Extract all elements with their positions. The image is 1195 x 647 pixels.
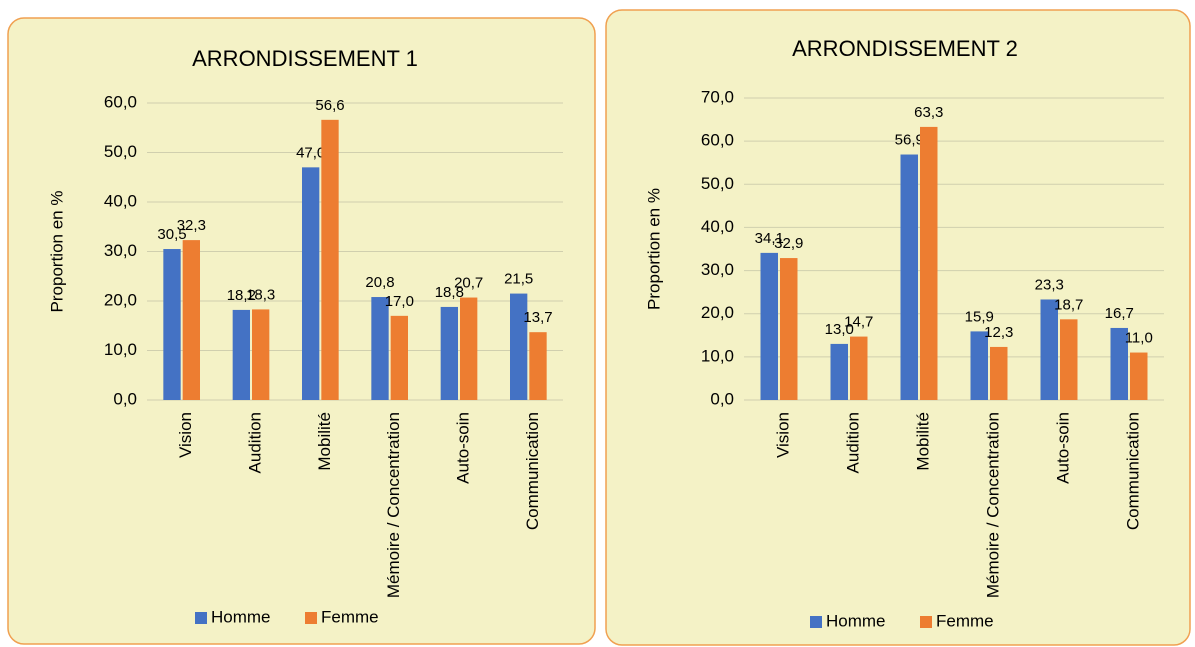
data-label: 47,0 — [296, 144, 325, 161]
x-tick-label: Mobilité — [913, 412, 932, 471]
y-axis-label: Proportion en % — [47, 191, 66, 313]
legend-label: Femme — [936, 611, 994, 630]
data-label: 32,9 — [774, 235, 803, 252]
legend-label: Homme — [211, 607, 271, 626]
y-tick-label: 20,0 — [701, 303, 734, 322]
chart-title: ARRONDISSEMENT 2 — [792, 36, 1018, 61]
y-tick-label: 50,0 — [104, 142, 137, 161]
data-label: 56,9 — [895, 131, 924, 148]
x-tick-label: Vision — [176, 412, 195, 458]
y-tick-label: 20,0 — [104, 290, 137, 309]
bar — [760, 252, 778, 400]
legend-label: Homme — [826, 611, 886, 630]
data-label: 13,0 — [825, 321, 854, 338]
bar — [252, 309, 270, 400]
bar — [920, 126, 938, 401]
bar — [830, 343, 848, 400]
data-label: 18,8 — [435, 284, 464, 301]
x-tick-label: Vision — [773, 412, 792, 458]
x-tick-label: Auto-soin — [453, 412, 472, 484]
bar — [990, 346, 1008, 400]
y-tick-label: 70,0 — [701, 87, 734, 106]
bar — [321, 119, 339, 400]
data-label: 30,5 — [157, 226, 186, 243]
bar — [302, 167, 320, 400]
data-label: 20,7 — [454, 275, 483, 292]
panel — [7, 17, 596, 645]
data-label: 18,3 — [246, 286, 275, 303]
bar — [390, 315, 408, 400]
bar — [182, 240, 200, 400]
data-label: 11,0 — [1125, 330, 1153, 347]
legend-swatch — [920, 616, 932, 628]
y-tick-label: 10,0 — [104, 340, 137, 359]
y-axis-label: Proportion en % — [644, 188, 663, 310]
chart-title: ARRONDISSEMENT 1 — [192, 46, 418, 71]
bar — [780, 258, 798, 400]
bar — [970, 331, 988, 400]
y-tick-label: 0,0 — [710, 389, 734, 408]
data-label: 14,7 — [844, 314, 873, 331]
bar — [232, 309, 250, 400]
data-label: 21,5 — [504, 271, 533, 288]
data-label: 13,7 — [523, 309, 552, 326]
bar — [529, 332, 547, 400]
x-tick-label: Mémoire / Concentration — [983, 412, 1002, 598]
bar — [1060, 319, 1078, 400]
data-label: 32,3 — [177, 217, 206, 234]
y-tick-label: 30,0 — [104, 241, 137, 260]
x-tick-label: Communication — [523, 412, 542, 530]
data-label: 17,0 — [385, 293, 414, 310]
bar — [371, 297, 389, 400]
y-tick-label: 60,0 — [701, 131, 734, 150]
bar — [163, 249, 181, 400]
legend-swatch — [195, 612, 207, 624]
x-tick-label: Auto-soin — [1053, 412, 1072, 484]
y-tick-label: 10,0 — [701, 346, 734, 365]
bar — [460, 297, 478, 400]
data-label: 34,1 — [755, 230, 784, 247]
legend-label: Femme — [321, 607, 379, 626]
y-tick-label: 40,0 — [701, 217, 734, 236]
x-tick-label: Communication — [1123, 412, 1142, 530]
data-label: 18,7 — [1054, 296, 1083, 313]
y-tick-label: 0,0 — [113, 389, 137, 408]
y-tick-label: 40,0 — [104, 191, 137, 210]
bar — [900, 154, 918, 400]
x-tick-label: Audition — [245, 412, 264, 473]
data-label: 20,8 — [365, 274, 394, 291]
bar — [440, 306, 458, 400]
bar — [510, 293, 528, 400]
legend-swatch — [305, 612, 317, 624]
y-tick-label: 50,0 — [701, 174, 734, 193]
x-tick-label: Audition — [843, 412, 862, 473]
bar — [1130, 352, 1148, 400]
legend-swatch — [810, 616, 822, 628]
x-tick-label: Mémoire / Concentration — [384, 412, 403, 598]
data-label: 63,3 — [914, 104, 943, 121]
data-label: 12,3 — [984, 324, 1013, 341]
bar — [1110, 327, 1128, 400]
data-label: 16,7 — [1105, 305, 1134, 322]
data-label: 18,2 — [227, 287, 256, 304]
y-tick-label: 30,0 — [701, 260, 734, 279]
x-tick-label: Mobilité — [315, 412, 334, 471]
data-label: 15,9 — [965, 308, 994, 325]
data-label: 56,6 — [315, 97, 344, 114]
panel — [605, 9, 1191, 646]
bar — [850, 336, 868, 400]
y-tick-label: 60,0 — [104, 92, 137, 111]
data-label: 23,3 — [1035, 276, 1064, 293]
bar — [1040, 299, 1058, 400]
